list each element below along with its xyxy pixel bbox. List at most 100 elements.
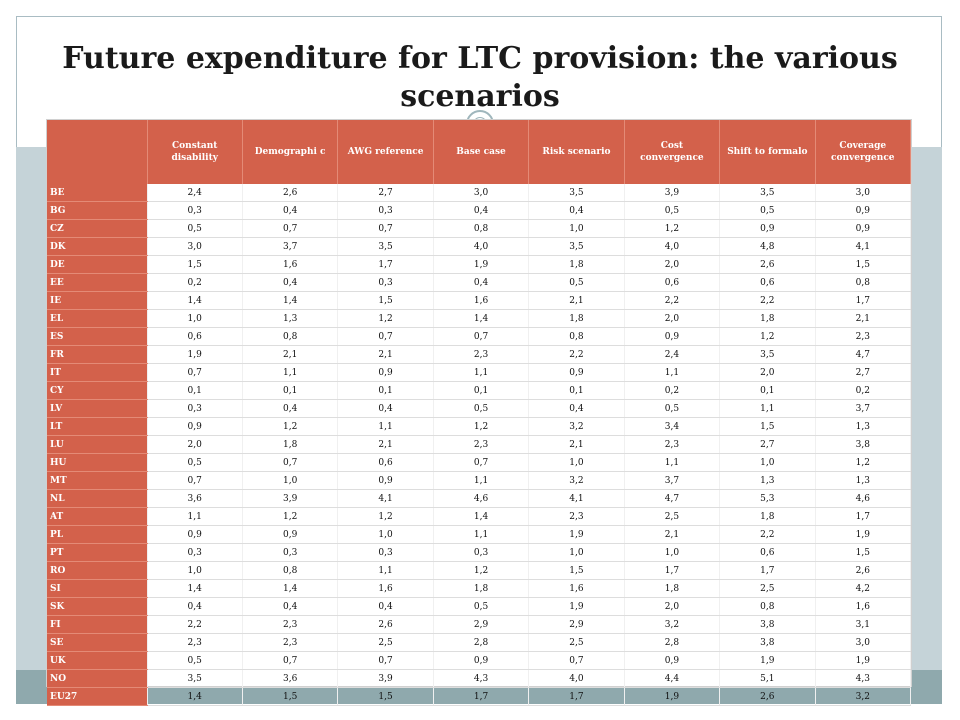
value-cell: 1,6	[337, 579, 434, 598]
column-header: Base case	[433, 120, 530, 184]
country-code-cell: MT	[47, 471, 148, 490]
value-cell: 0,9	[815, 219, 912, 238]
value-cell: 1,1	[624, 363, 721, 382]
table-row: FI 2,2 2,3 2,6 2,9 2,9 3,2 3,8 3,1	[47, 615, 912, 634]
table-row: DE 1,5 1,6 1,7 1,9 1,8 2,0 2,6 1,5	[47, 255, 912, 274]
table-row: BE 2,4 2,6 2,7 3,0 3,5 3,9 3,5 3,0	[47, 184, 912, 202]
value-cell: 0,4	[242, 201, 339, 220]
country-code-cell: ES	[47, 327, 148, 346]
column-header: Constant disability	[147, 120, 243, 184]
value-cell: 1,1	[337, 561, 434, 580]
value-cell: 0,3	[433, 543, 530, 562]
value-cell: 2,1	[624, 525, 721, 544]
value-cell: 1,2	[433, 417, 530, 436]
value-cell: 1,8	[528, 309, 625, 328]
value-cell: 2,9	[433, 615, 530, 634]
column-header: Demographi c	[242, 120, 339, 184]
value-cell: 3,6	[147, 489, 243, 508]
country-code-cell: LU	[47, 435, 148, 454]
value-cell: 4,8	[719, 237, 816, 256]
country-code-cell: IT	[47, 363, 148, 382]
value-cell: 4,7	[815, 345, 912, 364]
value-cell: 3,2	[624, 615, 721, 634]
value-cell: 1,3	[719, 471, 816, 490]
value-cell: 0,3	[337, 543, 434, 562]
value-cell: 0,3	[337, 201, 434, 220]
value-cell: 2,0	[624, 255, 721, 274]
value-cell: 2,7	[815, 363, 912, 382]
value-cell: 2,6	[719, 687, 816, 706]
value-cell: 0,7	[242, 453, 339, 472]
country-code-cell: LT	[47, 417, 148, 436]
value-cell: 0,7	[433, 327, 530, 346]
value-cell: 1,9	[147, 345, 243, 364]
value-cell: 4,6	[815, 489, 912, 508]
value-cell: 1,5	[528, 561, 625, 580]
value-cell: 1,0	[528, 453, 625, 472]
country-code-cell: EL	[47, 309, 148, 328]
value-cell: 1,8	[528, 255, 625, 274]
value-cell: 2,1	[242, 345, 339, 364]
value-cell: 1,2	[242, 507, 339, 526]
value-cell: 2,8	[624, 633, 721, 652]
value-cell: 1,7	[433, 687, 530, 706]
value-cell: 2,0	[147, 435, 243, 454]
value-cell: 0,9	[337, 363, 434, 382]
value-cell: 2,2	[528, 345, 625, 364]
value-cell: 0,5	[147, 453, 243, 472]
value-cell: 0,8	[242, 327, 339, 346]
value-cell: 3,5	[719, 184, 816, 202]
value-cell: 1,2	[719, 327, 816, 346]
country-code-cell: NL	[47, 489, 148, 508]
value-cell: 4,0	[624, 237, 721, 256]
country-code-cell: BE	[47, 184, 148, 202]
value-cell: 3,5	[528, 237, 625, 256]
value-cell: 3,7	[624, 471, 721, 490]
value-cell: 0,6	[147, 327, 243, 346]
value-cell: 1,8	[719, 309, 816, 328]
value-cell: 0,4	[528, 201, 625, 220]
value-cell: 1,2	[242, 417, 339, 436]
value-cell: 1,1	[147, 507, 243, 526]
value-cell: 0,7	[242, 219, 339, 238]
value-cell: 1,8	[719, 507, 816, 526]
table-row: CZ 0,5 0,7 0,7 0,8 1,0 1,2 0,9 0,9	[47, 219, 912, 238]
value-cell: 0,9	[624, 651, 721, 670]
value-cell: 1,1	[433, 471, 530, 490]
value-cell: 3,9	[624, 184, 721, 202]
value-cell: 4,0	[433, 237, 530, 256]
value-cell: 0,4	[337, 597, 434, 616]
table-row: RO 1,0 0,8 1,1 1,2 1,5 1,7 1,7 2,6	[47, 561, 912, 580]
country-code-cell: PL	[47, 525, 148, 544]
value-cell: 3,0	[815, 184, 912, 202]
value-cell: 1,8	[624, 579, 721, 598]
value-cell: 0,7	[433, 453, 530, 472]
country-code-cell: DE	[47, 255, 148, 274]
value-cell: 1,6	[815, 597, 912, 616]
table-row: BG 0,3 0,4 0,3 0,4 0,4 0,5 0,5 0,9	[47, 201, 912, 220]
value-cell: 4,3	[433, 669, 530, 688]
table-row: IE 1,4 1,4 1,5 1,6 2,1 2,2 2,2 1,7	[47, 291, 912, 310]
country-code-cell: RO	[47, 561, 148, 580]
country-code-cell: EU27	[47, 687, 148, 706]
value-cell: 0,4	[242, 597, 339, 616]
value-cell: 1,9	[528, 525, 625, 544]
table-row: SE 2,3 2,3 2,5 2,8 2,5 2,8 3,8 3,0	[47, 633, 912, 652]
value-cell: 0,5	[433, 597, 530, 616]
country-code-cell: AT	[47, 507, 148, 526]
value-cell: 2,4	[624, 345, 721, 364]
value-cell: 2,6	[337, 615, 434, 634]
value-cell: 2,4	[147, 184, 243, 202]
value-cell: 0,8	[242, 561, 339, 580]
table-row: NO 3,5 3,6 3,9 4,3 4,0 4,4 5,1 4,3	[47, 669, 912, 688]
value-cell: 1,4	[147, 687, 243, 706]
country-code-cell: NO	[47, 669, 148, 688]
country-code-cell: CY	[47, 381, 148, 400]
value-cell: 2,5	[528, 633, 625, 652]
value-cell: 2,3	[815, 327, 912, 346]
value-cell: 0,3	[337, 273, 434, 292]
value-cell: 2,2	[624, 291, 721, 310]
value-cell: 3,9	[242, 489, 339, 508]
value-cell: 1,0	[242, 471, 339, 490]
value-cell: 2,1	[815, 309, 912, 328]
